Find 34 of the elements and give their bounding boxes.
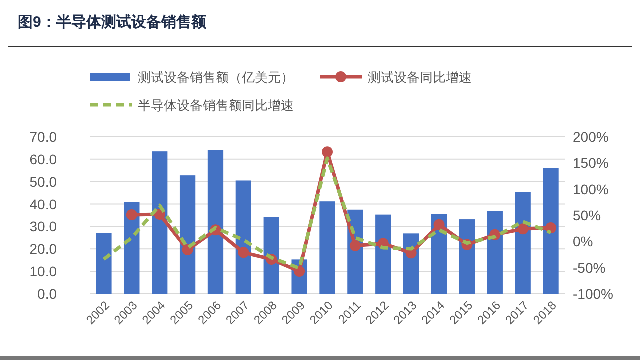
y-tick-label: 0.0 [38, 286, 58, 302]
bar [236, 180, 252, 294]
bar [487, 211, 503, 294]
y-tick-label: 30.0 [30, 218, 58, 235]
bar [208, 150, 224, 294]
y-tick-label: 60.0 [30, 151, 58, 168]
y2-tick-label: -50% [573, 260, 606, 276]
bar [543, 168, 559, 294]
y2-tick-label: 100% [573, 181, 609, 198]
y2-tick-label: 200% [573, 129, 609, 145]
point [322, 146, 333, 158]
point [434, 219, 445, 230]
point [126, 209, 138, 220]
y-tick-label: 40.0 [30, 196, 58, 212]
y2-tick-label: -100% [573, 286, 614, 302]
bar [320, 202, 336, 294]
legend-label: 测试设备销售额（亿美元） [138, 70, 294, 85]
chart-title: 图9：半导体测试设备销售额 [18, 13, 208, 31]
point [238, 247, 250, 258]
bar [459, 220, 476, 294]
point [518, 224, 529, 235]
y-tick-label: 20.0 [30, 241, 58, 258]
y2-tick-label: 150% [573, 155, 609, 172]
legend-label: 半导体设备销售额同比增速 [138, 98, 294, 113]
y2-tick-label: 50% [573, 208, 602, 224]
y2-tick-label: 0% [573, 234, 594, 250]
y-tick-label: 50.0 [30, 174, 58, 190]
y-tick-label: 10.0 [30, 264, 58, 280]
bar [96, 233, 112, 294]
bar [152, 152, 168, 294]
legend-label: 测试设备同比增速 [368, 70, 472, 85]
y-tick-label: 70.0 [30, 129, 58, 145]
bar [180, 176, 196, 294]
point [350, 240, 361, 252]
